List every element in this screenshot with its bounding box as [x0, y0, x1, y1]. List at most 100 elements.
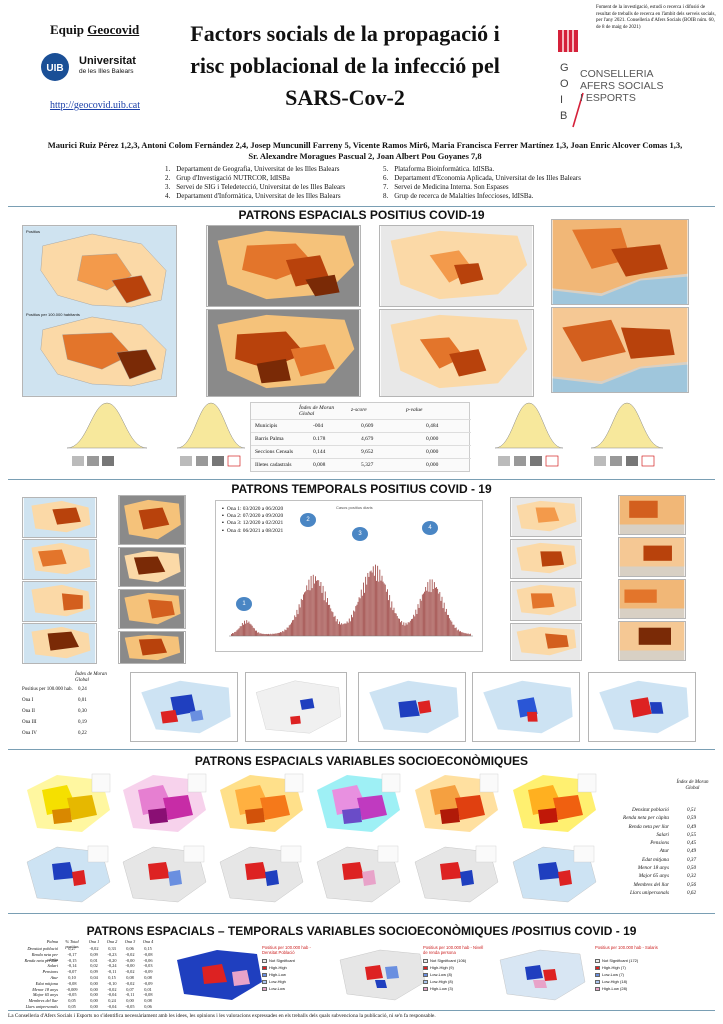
wave-bar — [439, 592, 441, 636]
wave-bar — [370, 570, 372, 636]
wave-bar — [251, 625, 253, 636]
wave-bar — [391, 601, 393, 636]
wave-bar — [273, 633, 275, 636]
authors: Maurici Ruiz Pérez 1,2,3, Antoni Colom F… — [47, 140, 683, 161]
wave-bar — [320, 582, 322, 636]
wave-bar — [240, 626, 242, 636]
wave-bar — [456, 630, 458, 636]
socio-map — [118, 770, 210, 838]
socio-moran-row: Menor 18 anys 0,50 — [605, 865, 715, 873]
correlation-cell: 0,00 — [90, 980, 98, 986]
team-name-link[interactable]: Geocovid — [87, 22, 140, 37]
wave-bar — [267, 634, 268, 636]
wave-bar — [352, 617, 353, 636]
socio-moran-row: Densitat població 0,51 — [605, 807, 715, 815]
correlation-header-cell: % Total positius — [65, 939, 79, 949]
bullet-icon: ▪ — [222, 520, 224, 527]
wave-bar — [335, 621, 337, 636]
socio-row-value: 0,55 — [687, 831, 697, 838]
affiliation-item: 5. Plataforma Bioinformàtica. IdISBa. — [383, 165, 581, 174]
correlation-cell: 0,08 — [126, 974, 134, 980]
wave-bar — [319, 585, 321, 636]
lisa-legend-item: Not Significant — [262, 957, 327, 964]
map-positius-barris-100k — [206, 309, 361, 397]
wave-bar — [454, 628, 456, 636]
wave-bar — [420, 600, 422, 636]
correlation-cell: -0,08 — [143, 951, 153, 957]
lisa-map-ona-1 — [245, 672, 347, 742]
wave-bar — [232, 633, 233, 636]
lisa-map-ona-4 — [588, 672, 696, 742]
correlation-cell: -0,04 — [107, 1003, 117, 1009]
socio-moran-row: Salari 0,55 — [605, 832, 715, 840]
wave-bar — [333, 616, 335, 636]
wave-bar — [321, 592, 323, 636]
wave-bar — [280, 632, 281, 636]
correlation-row: Pensions -0,07 0,09 -0,11 -0,02 -0,09 — [20, 969, 160, 975]
wave-bar — [351, 614, 352, 636]
divider — [8, 206, 715, 207]
goib-shield-icon — [558, 30, 578, 52]
wave-bar — [385, 591, 387, 636]
wave-bar — [288, 625, 290, 636]
wave-bar — [277, 632, 279, 636]
wave-bar — [248, 621, 250, 636]
wave-bar — [287, 627, 289, 636]
wave-bar — [400, 622, 401, 636]
wave-bar — [388, 600, 389, 636]
waves-row-value: 0,19 — [78, 720, 87, 725]
socio-row-label: Menor 18 anys — [637, 865, 669, 872]
wave-bar — [258, 632, 260, 636]
waves-row-value: 0,01 — [78, 698, 87, 703]
socio-map-shape — [312, 770, 404, 838]
socio-map — [508, 770, 600, 838]
lisa-legend-label: Low-High — [269, 979, 286, 984]
wave-bar — [252, 627, 254, 636]
correlation-cell: 0,08 — [144, 998, 152, 1004]
website-link[interactable]: http://geocovid.uib.cat — [50, 100, 140, 111]
map-positius-municipis: Positius Positius per 100.000 habitants — [22, 225, 177, 397]
wave-bar — [247, 622, 249, 636]
wave-bar — [269, 634, 271, 636]
correlation-cell: Renda neta per llar — [24, 957, 58, 963]
wave-bar — [334, 615, 336, 636]
legend-swatch-icon — [595, 972, 600, 977]
wave-bar — [322, 585, 324, 636]
wave-bar — [392, 610, 394, 636]
moran-row-zscore: 5,327 — [361, 462, 374, 468]
map-positius-illetes — [551, 219, 689, 305]
waves-row-value: 0,30 — [78, 709, 87, 714]
map-ona-municipis-2 — [22, 539, 97, 580]
wave-bar — [395, 613, 397, 636]
wave-bar — [365, 576, 367, 636]
waves-moran-table: Índex de Moran Global Positius per 100.0… — [20, 672, 115, 740]
wave-bar — [460, 631, 461, 636]
lisa-legend-label: High-High (9) — [430, 965, 454, 970]
map-ona-barris-2 — [118, 547, 186, 587]
moran-row: Seccions Censals 0,144 9,652 0,000 — [251, 445, 471, 458]
map-ona-barris-3 — [118, 589, 186, 629]
correlation-cell: 0,06 — [126, 946, 134, 951]
correlation-cell: -0,02 — [125, 951, 135, 957]
lisa-legend-title: Positius per 100.000 hab - Salaris — [595, 945, 658, 950]
correlation-cell: 0,09 — [90, 951, 98, 957]
correlation-header-cell: Ona 3 — [124, 939, 136, 944]
lisa-legend-item: High-High (9) — [423, 964, 485, 971]
correlation-cell: Edat mitjana — [35, 980, 58, 986]
wave-bar — [438, 593, 440, 636]
wave-bar — [276, 633, 278, 636]
legend-swatch-icon — [262, 986, 267, 991]
lisa-legend-item: High-Low (3) — [423, 985, 485, 992]
socio-row-value: 0,51 — [687, 807, 697, 813]
wave-bar — [437, 588, 439, 636]
divider — [8, 1010, 715, 1011]
waves-bars — [229, 564, 473, 637]
correlation-cell: 0,04 — [90, 974, 98, 980]
correlation-header-cell: Ona 2 — [106, 939, 118, 944]
wave-bar — [427, 582, 429, 636]
moran-row-label: Illetes cadastrals — [255, 462, 292, 468]
waves-row-label: Ona I — [22, 698, 34, 703]
lisa-legend-label: Low-Low (7) — [602, 972, 625, 977]
lisa-legend-label: Low-High (18) — [602, 979, 628, 984]
correlation-header-cell: Ona 4 — [142, 939, 154, 944]
